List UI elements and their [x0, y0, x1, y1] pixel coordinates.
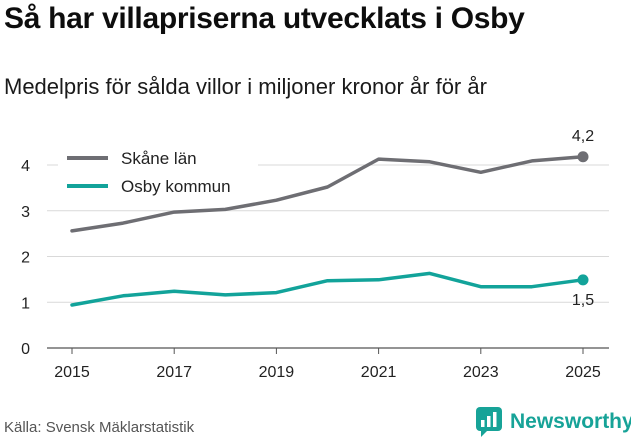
x-tick-label: 2019 [259, 364, 295, 381]
y-tick-label: 2 [21, 250, 30, 267]
legend-label: Skåne län [121, 149, 197, 168]
brand-logo[interactable]: Newsworthy [476, 405, 631, 439]
x-tick-label: 2025 [565, 364, 601, 381]
brand-name: Newsworthy [510, 410, 631, 433]
y-tick-label: 1 [21, 295, 30, 312]
x-tick-label: 2023 [463, 364, 499, 381]
legend-label: Osby kommun [121, 177, 231, 196]
x-tick-label: 2021 [361, 364, 397, 381]
end-labels: 4,2 1,5 [572, 128, 594, 309]
y-tick-label: 4 [21, 158, 30, 175]
x-tick-label: 2017 [156, 364, 192, 381]
chart-title: Så har villapriserna utvecklats i Osby [4, 2, 525, 35]
line-chart: 0 1 2 3 4 2015 2017 2019 2021 2023 2025 Skåne län… [21, 128, 609, 381]
end-label-osby: 1,5 [572, 292, 594, 309]
source-note: Källa: Svensk Mäklarstatistik [4, 419, 195, 436]
series-line-osby [70, 271, 585, 307]
y-tick-label: 3 [21, 204, 30, 221]
end-point-skane [577, 151, 589, 163]
y-axis-ticks: 0 1 2 3 4 [21, 158, 30, 358]
x-axis-ticks: 2015 2017 2019 2021 2023 2025 [54, 348, 601, 381]
legend-background [58, 142, 258, 200]
y-tick-label: 0 [21, 341, 30, 358]
chart-subtitle: Medelpris för sålda villor i miljoner kr… [4, 74, 487, 99]
x-tick-label: 2015 [54, 364, 90, 381]
end-point-osby [577, 274, 589, 286]
newsworthy-logo-icon [476, 407, 502, 437]
legend: Skåne län Osby kommun [58, 142, 258, 200]
series-lines [70, 151, 589, 307]
end-label-skane: 4,2 [572, 128, 594, 145]
series-line-skane [70, 155, 585, 233]
